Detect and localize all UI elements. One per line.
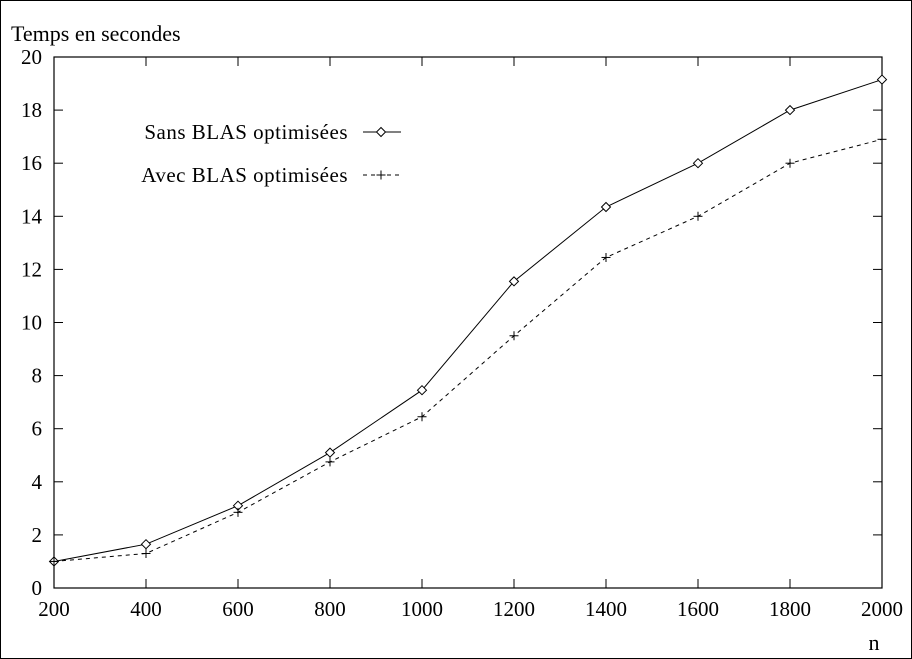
x-tick-label: 600	[222, 597, 254, 621]
x-tick-label: 200	[38, 597, 70, 621]
series-layer	[48, 74, 888, 567]
legend-label: Avec BLAS optimisées	[141, 163, 348, 187]
data-point	[325, 457, 335, 467]
data-point	[692, 157, 704, 169]
x-axis-label: n	[869, 630, 880, 655]
data-point	[141, 548, 151, 558]
series-sans-blas	[48, 74, 888, 567]
y-tick-label: 2	[32, 523, 43, 547]
data-point	[233, 507, 243, 517]
legend-label: Sans BLAS optimisées	[144, 120, 348, 144]
x-tick-label: 1000	[401, 597, 443, 621]
data-point	[324, 447, 336, 458]
y-tick-label: 4	[32, 470, 43, 494]
data-point	[416, 384, 428, 396]
x-tick-label: 1800	[769, 597, 811, 621]
legend: Sans BLAS optimisées Avec BLAS optimisées	[141, 120, 401, 187]
data-point	[877, 134, 887, 144]
y-tick-label: 10	[21, 311, 42, 335]
y-tick-label: 0	[32, 576, 43, 600]
y-tick-label: 12	[21, 257, 42, 281]
data-point	[417, 412, 427, 422]
y-tick-label: 8	[32, 364, 43, 388]
data-point	[785, 158, 795, 168]
data-point	[509, 331, 519, 341]
axis-ticks: 0 2 4 6 8 10 12 14 16 18 20 200 400 600 800 1000 1200 140…	[21, 45, 903, 621]
data-point	[601, 252, 611, 262]
x-tick-label: 800	[314, 597, 346, 621]
series-line	[53, 138, 883, 562]
y-axis-label: Temps en secondes	[11, 21, 181, 46]
x-tick-label: 2000	[861, 597, 903, 621]
legend-marker	[376, 170, 386, 180]
x-tick-label: 1200	[493, 597, 535, 621]
legend-marker	[375, 126, 387, 138]
y-tick-label: 20	[21, 45, 42, 69]
x-tick-label: 1600	[677, 597, 719, 621]
series-avec-blas	[49, 134, 887, 566]
y-tick-label: 14	[21, 204, 43, 228]
data-point	[876, 74, 888, 85]
series-line	[53, 79, 883, 562]
data-point	[508, 276, 520, 287]
data-point	[784, 104, 796, 116]
y-tick-label: 6	[32, 417, 43, 441]
y-tick-label: 16	[21, 151, 42, 175]
data-point	[693, 211, 703, 221]
x-tick-label: 400	[130, 597, 162, 621]
y-tick-label: 18	[21, 98, 42, 122]
data-point	[140, 538, 152, 550]
data-point	[600, 201, 612, 213]
data-point	[49, 556, 59, 566]
x-tick-label: 1400	[585, 597, 627, 621]
